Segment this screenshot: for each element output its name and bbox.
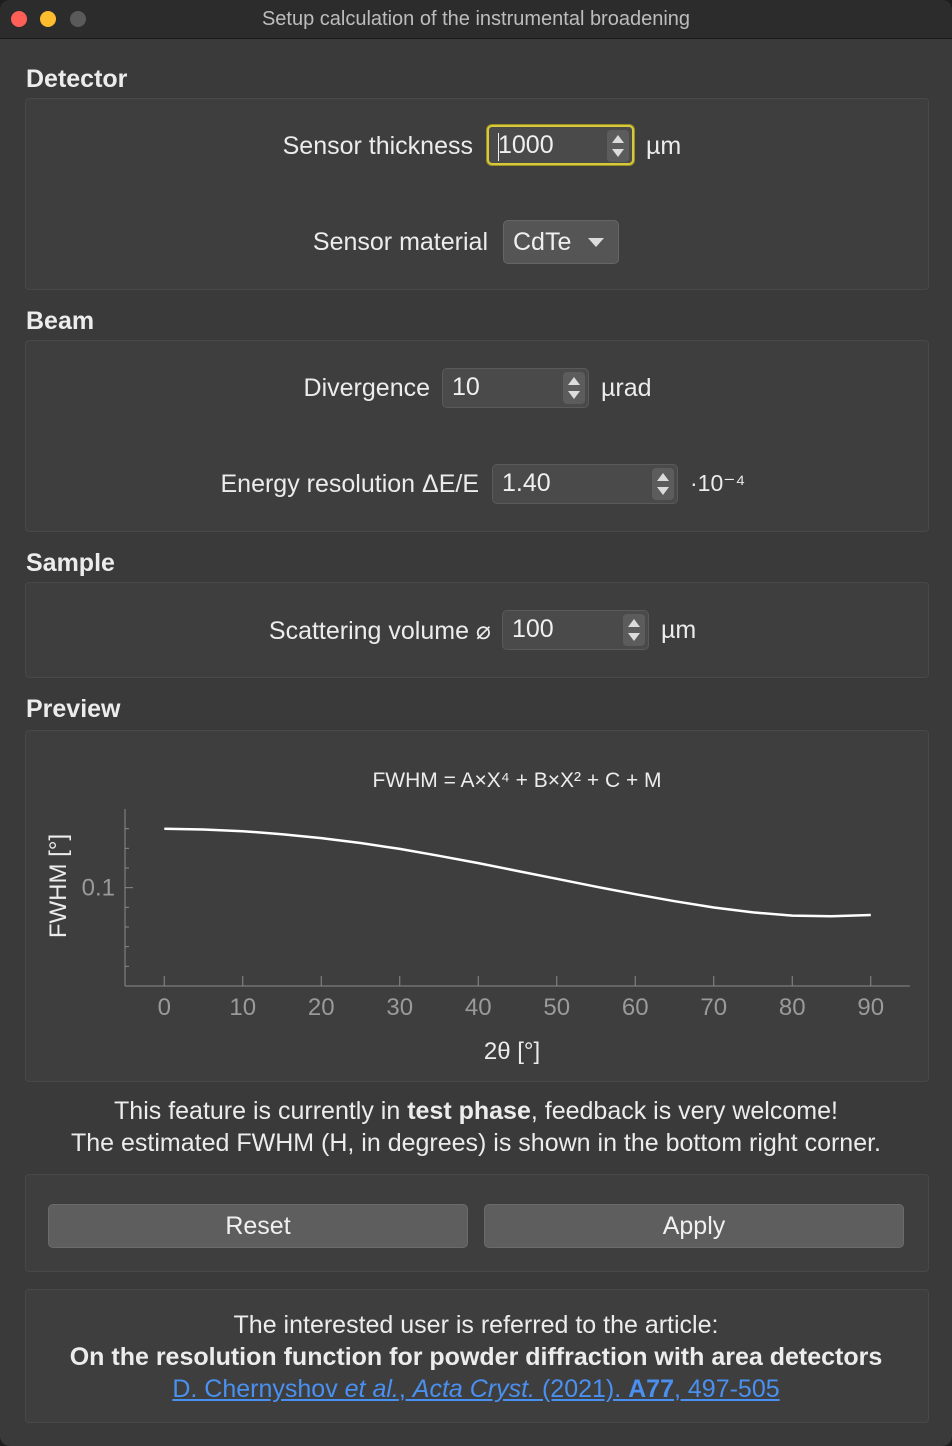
energy-resolution-stepper[interactable] [652,468,674,500]
apply-button[interactable]: Apply [484,1204,904,1248]
x-tick-label: 70 [700,994,727,1021]
energy-resolution-value[interactable]: 1.40 [502,469,551,497]
energy-resolution-label: Energy resolution ΔE/E [220,470,480,498]
link-volume[interactable]: A77 [628,1375,674,1403]
note-line1-post: , feedback is very welcome! [530,1097,838,1125]
sensor-thickness-value[interactable]: 1000 [498,131,554,159]
scattering-volume-label: Scattering volume ⌀ [268,617,491,645]
note-line1-bold: test phase [407,1097,531,1125]
sensor-material-dropdown[interactable]: CdTe [503,220,619,264]
note-line1-pre: This feature is currently in [114,1097,408,1125]
decrement-arrow-icon[interactable] [612,149,624,157]
chevron-down-icon [588,238,604,247]
decrement-arrow-icon[interactable] [657,487,669,495]
beam-heading: Beam [26,307,95,335]
scattering-volume-value[interactable]: 100 [512,615,554,643]
x-tick-label: 80 [779,994,806,1021]
reference-link[interactable]: D. Chernyshov et al., Acta Cryst. (2021)… [172,1375,779,1403]
fwhm-chart: FWHM = A×X⁴ + B×X² + C + M 0 10 20 30 40 50 60 7… [45,769,910,1065]
close-window-button[interactable] [11,11,27,27]
y-axis-label: FWHM [°] [45,834,72,938]
y-tick-label: 0.1 [82,875,115,902]
x-tick-label: 10 [229,994,256,1021]
detector-heading: Detector [26,65,128,93]
sensor-material-value: CdTe [513,228,572,256]
window-title: Setup calculation of the instrumental br… [261,8,691,30]
energy-resolution-spinbox[interactable]: 1.40 [492,464,678,504]
sample-heading: Sample [26,549,115,577]
divergence-value[interactable]: 10 [452,373,480,401]
sensor-material-label: Sensor material [312,228,488,256]
divergence-unit: µrad [601,374,652,402]
scattering-volume-spinbox[interactable]: 100 [502,610,649,650]
sample-group: Scattering volume ⌀ 100 µm [25,582,929,678]
sensor-thickness-unit: µm [646,132,682,160]
decrement-arrow-icon[interactable] [568,391,580,399]
beam-group: Divergence 10 µrad Energy resolution ΔE/… [25,340,929,532]
x-tick-label: 0 [158,994,171,1021]
increment-arrow-icon[interactable] [568,377,580,385]
link-authors[interactable]: D. Chernyshov [172,1375,345,1403]
x-tick-label: 30 [386,994,413,1021]
text-caret [498,133,499,161]
divergence-spinbox[interactable]: 10 [442,368,589,408]
energy-resolution-unit: ·10⁻⁴ [690,470,746,496]
increment-arrow-icon[interactable] [657,473,669,481]
link-year[interactable]: (2021). [535,1375,629,1403]
test-phase-note: This feature is currently in test phase,… [0,1097,952,1126]
x-tick-label: 20 [308,994,335,1021]
title-bar: Setup calculation of the instrumental br… [0,0,952,39]
increment-arrow-icon[interactable] [628,619,640,627]
reference-title: On the resolution function for powder di… [69,1343,883,1371]
sensor-thickness-spinbox[interactable]: 1000 [487,125,634,165]
reference-link-line: D. Chernyshov et al., Acta Cryst. (2021)… [0,1375,952,1404]
decrement-arrow-icon[interactable] [628,633,640,641]
scattering-volume-stepper[interactable] [623,614,645,646]
sensor-thickness-stepper[interactable] [607,130,629,162]
x-tick-label: 40 [465,994,492,1021]
link-journal[interactable]: Acta Cryst. [412,1375,536,1403]
link-pages[interactable]: , 497-505 [674,1375,780,1403]
detector-group: Sensor thickness 1000 µm Sensor material… [25,98,929,290]
minimize-window-button[interactable] [40,11,56,27]
x-tick-label: 60 [622,994,649,1021]
fwhm-series-line [164,827,871,918]
scattering-volume-unit: µm [661,616,697,644]
increment-arrow-icon[interactable] [612,135,624,143]
reference-group [25,1289,929,1423]
reset-button[interactable]: Reset [48,1204,468,1248]
x-tick-label: 50 [543,994,570,1021]
zoom-window-button[interactable] [70,11,86,27]
x-tick-label: 90 [857,994,884,1021]
x-axis-label: 2θ [°] [484,1038,540,1065]
link-etal[interactable]: et al. [344,1375,399,1403]
reference-intro: The interested user is referred to the a… [233,1311,719,1339]
fwhm-estimate-note: The estimated FWHM (H, in degrees) is sh… [70,1129,882,1157]
divergence-stepper[interactable] [563,372,585,404]
preview-group: FWHM = A×X⁴ + B×X² + C + M 0 10 20 30 40 50 60 7… [25,730,929,1082]
divergence-label: Divergence [303,374,430,402]
sensor-thickness-label: Sensor thickness [282,132,473,160]
preview-heading: Preview [26,695,121,723]
chart-title: FWHM = A×X⁴ + B×X² + C + M [372,769,661,792]
link-sep[interactable]: , [398,1375,413,1403]
